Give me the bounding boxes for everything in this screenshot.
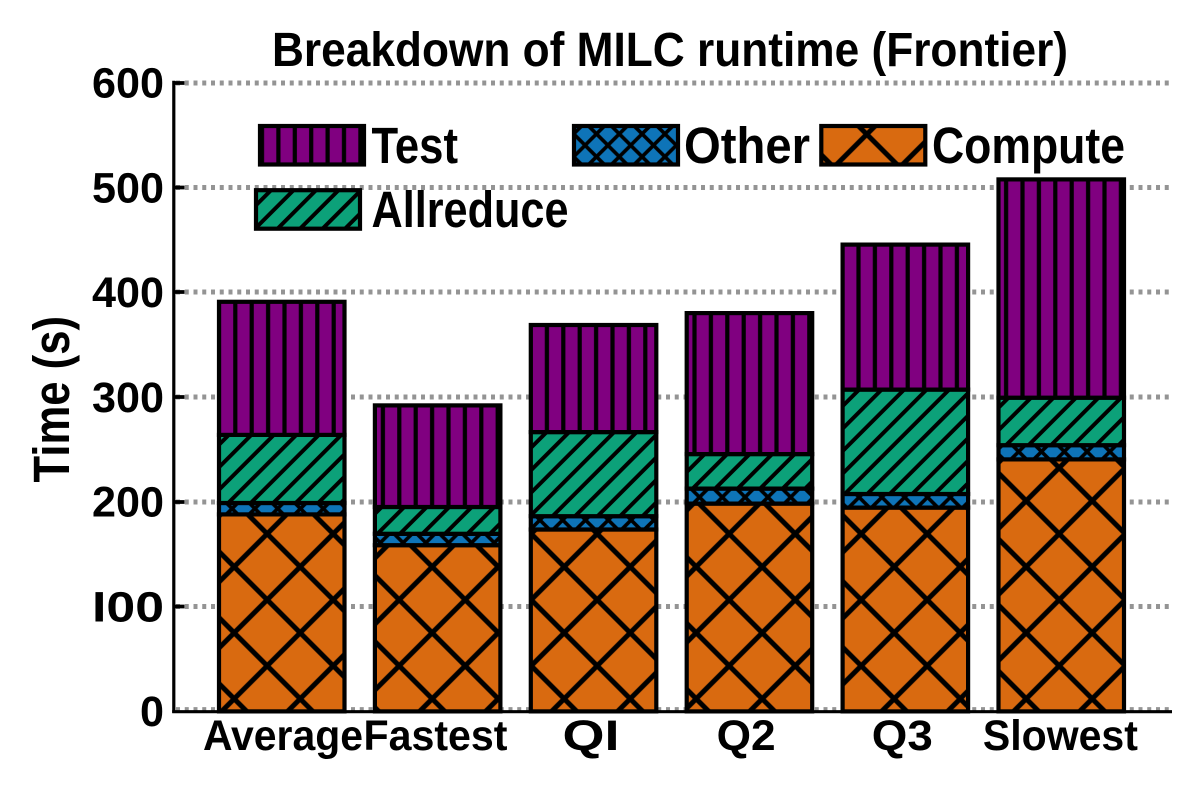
svg-text:Allreduce: Allreduce [372,181,569,238]
svg-text:Q3: Q3 [872,712,933,760]
svg-text:Compute: Compute [932,117,1125,174]
svg-text:Breakdown of MILC runtime (Fro: Breakdown of MILC runtime (Frontier) [272,24,1068,77]
svg-text:Fastest: Fastest [364,712,508,760]
svg-text:Other: Other [684,117,810,174]
svg-text:0: 0 [140,688,164,736]
svg-text:Q2: Q2 [717,712,776,760]
svg-text:500: 500 [92,164,164,212]
svg-text:300: 300 [92,374,164,422]
svg-text:200: 200 [92,479,164,527]
svg-text:Test: Test [372,117,459,174]
svg-text:Time (s): Time (s) [23,316,80,483]
svg-text:600: 600 [92,60,164,108]
svg-text:Average: Average [203,712,363,760]
svg-text:QI: QI [563,712,620,760]
svg-text:400: 400 [92,269,164,317]
svg-text:Slowest: Slowest [983,712,1138,760]
svg-text:I00: I00 [92,583,164,631]
